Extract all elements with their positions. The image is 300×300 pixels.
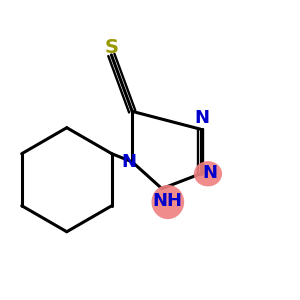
Ellipse shape (194, 161, 222, 186)
Text: N: N (122, 153, 137, 171)
Text: N: N (202, 164, 217, 182)
Ellipse shape (152, 185, 184, 219)
Text: N: N (194, 109, 209, 127)
Text: NH: NH (152, 192, 182, 210)
Text: S: S (104, 38, 118, 57)
